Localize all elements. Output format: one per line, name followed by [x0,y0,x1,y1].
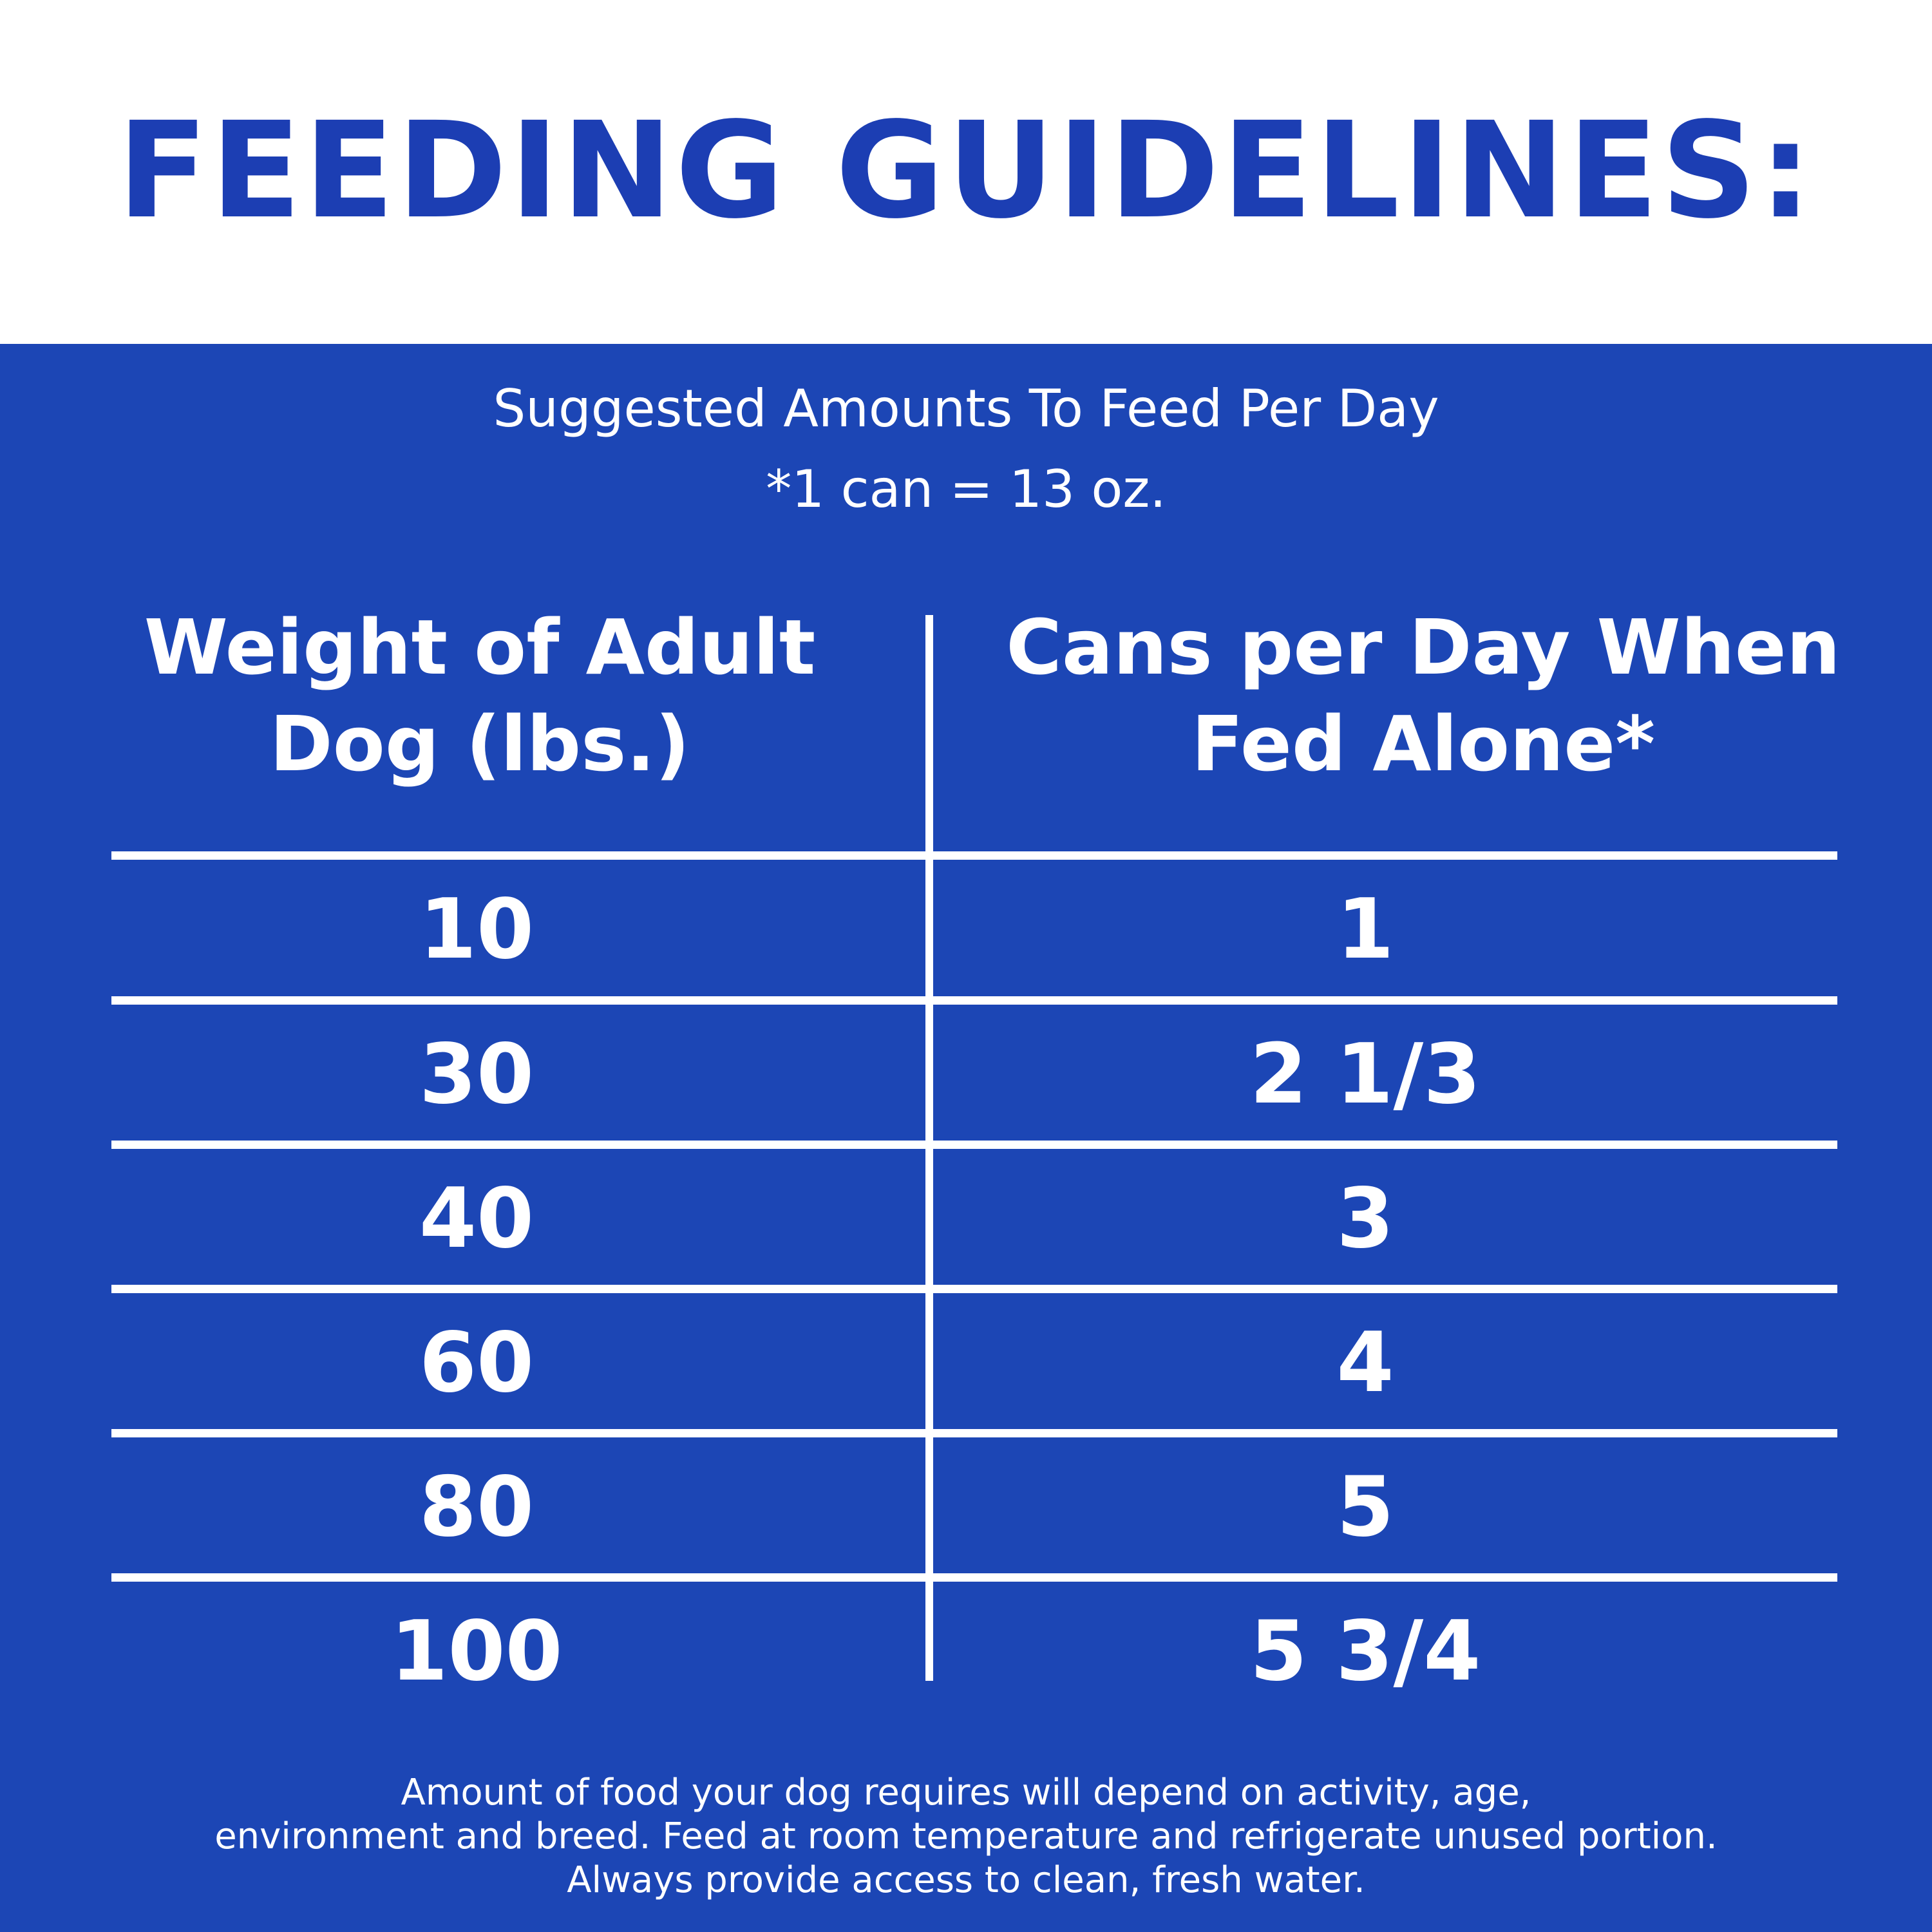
table-cell-cans: 1 [1336,882,1394,978]
subtitle-line-1: Suggested Amounts To Feed Per Day [493,379,1439,439]
row-divider [111,996,1837,1005]
table-cell-weight: 40 [419,1171,535,1267]
table-cell-cans: 5 [1336,1459,1394,1555]
row-divider [111,1141,1837,1149]
row-divider [111,1285,1837,1293]
column-header-cans: Cans per Day When Fed Alone* [966,599,1880,792]
header-divider [111,851,1837,860]
table-cell-cans: 2 1/3 [1249,1027,1481,1122]
column-header-cans-line-1: Cans per Day When [1006,603,1841,692]
footnote-line-1: Amount of food your dog requires will de… [401,1772,1531,1814]
table-cell-cans: 3 [1336,1171,1394,1267]
row-divider [111,1429,1837,1437]
table-cell-weight: 80 [419,1459,535,1555]
column-header-weight: Weight of Adult Dog (lbs.) [97,599,863,792]
subtitle-line-2: *1 can = 13 oz. [766,459,1166,519]
header: FEEDING GUIDELINES: [0,0,1932,344]
footnote-line-3: Always provide access to clean, fresh wa… [567,1859,1365,1901]
row-divider [111,1573,1837,1582]
column-header-cans-line-2: Fed Alone* [1191,699,1655,788]
table-cell-weight: 60 [419,1315,535,1411]
page-title: FEEDING GUIDELINES: [117,93,1815,248]
table-cell-cans: 4 [1336,1315,1394,1411]
guidelines-panel [0,344,1932,1932]
column-header-weight-line-1: Weight of Adult [144,603,816,692]
table-cell-weight: 100 [390,1604,563,1700]
table-cell-weight: 10 [419,882,535,978]
table-cell-cans: 5 3/4 [1249,1604,1481,1700]
table-cell-weight: 30 [419,1027,535,1122]
column-header-weight-line-2: Dog (lbs.) [269,699,690,788]
footnote-line-2: environment and breed. Feed at room temp… [214,1815,1718,1857]
